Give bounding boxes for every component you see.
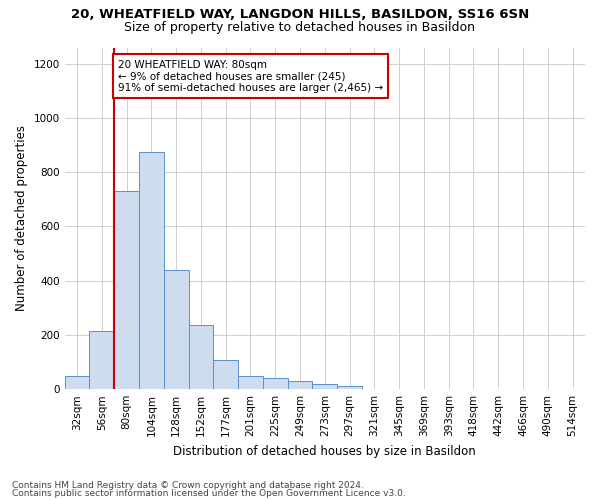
Y-axis label: Number of detached properties: Number of detached properties bbox=[15, 126, 28, 312]
X-axis label: Distribution of detached houses by size in Basildon: Distribution of detached houses by size … bbox=[173, 444, 476, 458]
Bar bbox=[164, 270, 188, 389]
Bar bbox=[313, 384, 337, 389]
Text: 20 WHEATFIELD WAY: 80sqm
← 9% of detached houses are smaller (245)
91% of semi-d: 20 WHEATFIELD WAY: 80sqm ← 9% of detache… bbox=[118, 60, 383, 93]
Bar bbox=[263, 378, 287, 389]
Text: Contains HM Land Registry data © Crown copyright and database right 2024.: Contains HM Land Registry data © Crown c… bbox=[12, 481, 364, 490]
Text: Contains public sector information licensed under the Open Government Licence v3: Contains public sector information licen… bbox=[12, 488, 406, 498]
Text: 20, WHEATFIELD WAY, LANGDON HILLS, BASILDON, SS16 6SN: 20, WHEATFIELD WAY, LANGDON HILLS, BASIL… bbox=[71, 8, 529, 20]
Bar bbox=[139, 152, 164, 389]
Bar bbox=[287, 381, 313, 389]
Bar bbox=[188, 326, 214, 389]
Bar bbox=[89, 331, 114, 389]
Bar bbox=[114, 191, 139, 389]
Bar bbox=[65, 376, 89, 389]
Text: Size of property relative to detached houses in Basildon: Size of property relative to detached ho… bbox=[125, 21, 476, 34]
Bar bbox=[238, 376, 263, 389]
Bar bbox=[337, 386, 362, 389]
Bar bbox=[214, 360, 238, 389]
